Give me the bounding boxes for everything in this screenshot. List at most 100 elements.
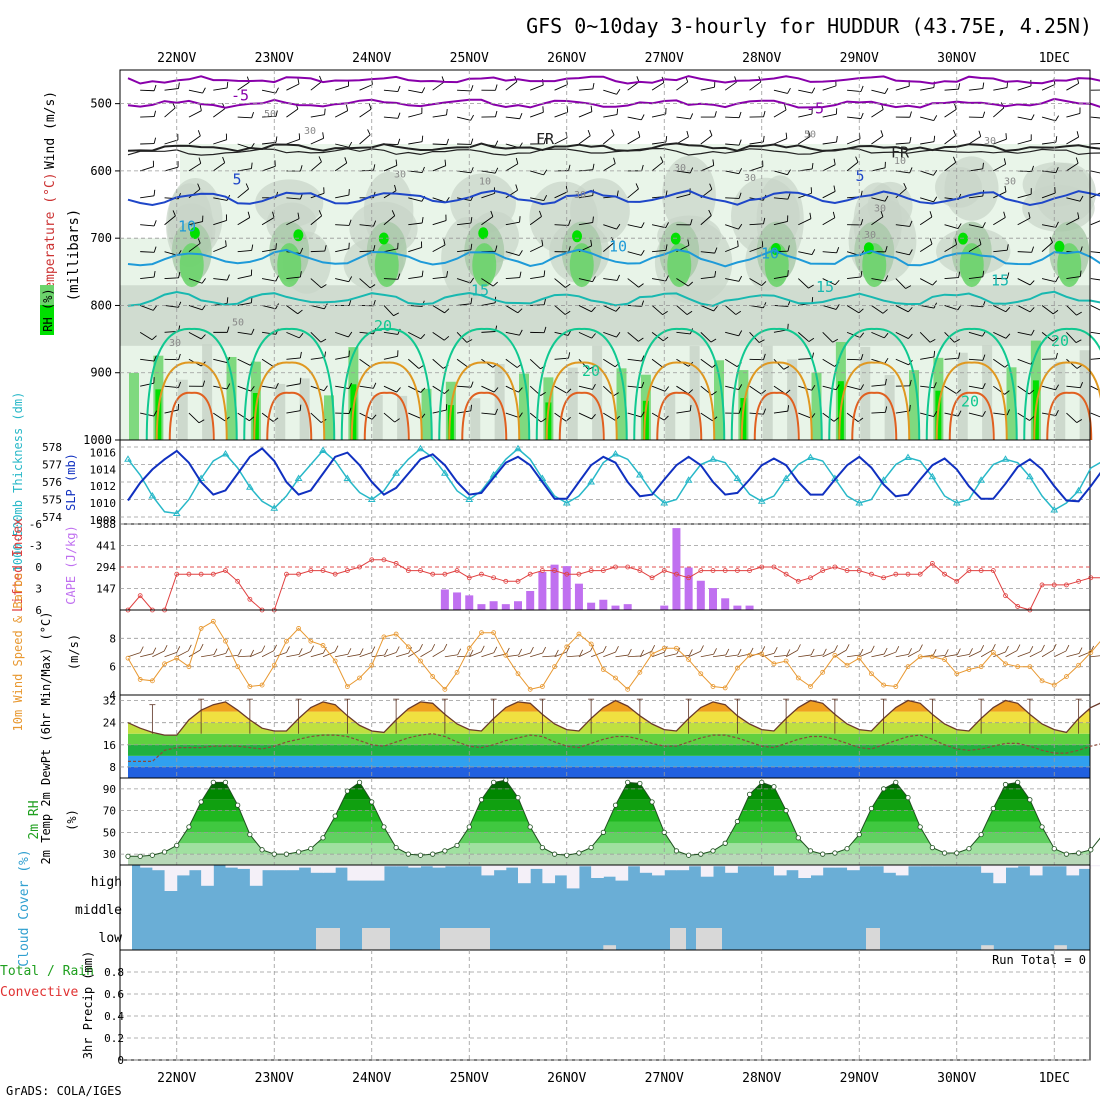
wind-barb-flag [651,645,655,652]
wind-speed-marker [783,658,789,664]
wind-barb [749,385,762,395]
wind-barb [310,278,322,289]
wind-speed-marker [929,654,935,660]
rh-marker [649,799,655,805]
wind-barb [1041,305,1054,315]
wind-barb [639,650,652,658]
wind-barb-flag [785,389,791,395]
rh-marker [941,850,948,856]
wind-barb [968,136,981,145]
wind-barb [822,141,837,145]
top-date-label: 27NOV [645,51,684,66]
wind-barb-flag [712,159,715,166]
wind-speed-marker [795,675,801,681]
wind-barb [456,358,469,368]
wind-barb-flag [324,303,328,310]
wind-speed-marker [1027,664,1033,670]
rh-marker [1063,851,1070,857]
isotherm-20 [730,327,823,441]
bottom-date-label: 27NOV [645,1071,684,1086]
thickness-marker [392,469,401,476]
top-date-label: 24NOV [352,51,391,66]
wind-barb [578,385,593,390]
isotherm-20 [828,327,921,441]
cloud-high-bar [1029,865,1043,876]
wind-barb-flag [665,190,668,197]
wind-speed-marker [381,634,387,640]
cloud-high-bar [761,865,775,867]
wind-barb [725,654,739,658]
wind-barb [676,170,691,174]
thickness-slp-panel: 578577576575574101610141012101010081000-… [11,392,1100,572]
isotherm-30 [558,391,605,441]
wind-barb [676,655,690,658]
wind-barb [188,649,201,658]
wind-barb [627,385,642,389]
wind-barb-flag [909,136,912,144]
isotherm-25 [545,361,618,441]
wind-barb-flag [518,387,523,393]
rh-column [545,402,552,440]
cloud-high-bar [310,865,324,873]
wind-barb [822,278,836,286]
wind-barb-flag [543,137,547,144]
wind-barb [1017,278,1031,286]
wind-barb-flag [808,284,814,289]
wind-barb [993,87,1008,91]
wind-barb-flag [222,156,226,163]
wind-barb [871,216,884,226]
wind-barb [773,275,788,279]
wind-barb-flag [299,247,304,254]
wind-barb-flag [163,644,168,652]
wind-barb-flag [663,336,669,342]
cloud-high-bar [1090,865,1100,867]
isotherm-15 [127,290,1100,307]
wind-barb-flag [1049,236,1053,243]
wind-barb-flag [519,329,523,336]
wind-barb [286,83,300,91]
bottom-date-label: 30NOV [937,1071,976,1086]
wind-barb-flag [334,645,339,652]
wind-barb-flag [870,645,875,652]
wind-barb-flag [299,271,302,278]
rh-column [397,395,408,440]
wind-speed-marker [1064,674,1069,679]
wind-barb-flag [808,337,815,342]
wind-barb [505,654,519,658]
wind-barb-flag [495,84,498,91]
cloud-high-bar [713,865,726,867]
wind-barb-flag [1055,221,1059,228]
bottom-date-label: 23NOV [255,1071,294,1086]
wind-barb [261,358,275,368]
rh-marker [576,850,582,856]
precip-tick-label: 0.4 [104,1010,124,1023]
lifted-index-marker [820,568,826,573]
wind-barb [847,89,862,92]
thickness-marker [928,472,937,480]
wind-barb [1066,113,1081,118]
lifted-index-marker [856,568,862,573]
wind-barb-flag [444,389,450,394]
wind-barb [457,655,471,658]
cape-bar [660,605,669,610]
top-date-label: 1DEC [1039,51,1070,66]
cape-tick-label: 294 [96,561,116,574]
wind-barb [968,412,983,417]
wind-barb [700,215,712,226]
rh-marker [186,824,192,830]
wind-barb [725,385,739,391]
wind-barb [481,412,496,415]
wind-barb [773,221,788,226]
wind-barb [310,137,324,145]
wind-tick-label: 8 [109,632,116,645]
isotherm-freezing [127,142,1100,153]
wind-barb-flag [470,404,472,411]
wind-barb [517,652,531,658]
wind-barb-flag [153,189,156,196]
wind-barb [773,89,788,94]
cloud-high-bar [883,865,897,873]
wind-barb [237,217,250,226]
wind-barb [1090,331,1100,335]
wind-barb-flag [709,183,713,190]
wind-barb-flag [836,247,840,253]
